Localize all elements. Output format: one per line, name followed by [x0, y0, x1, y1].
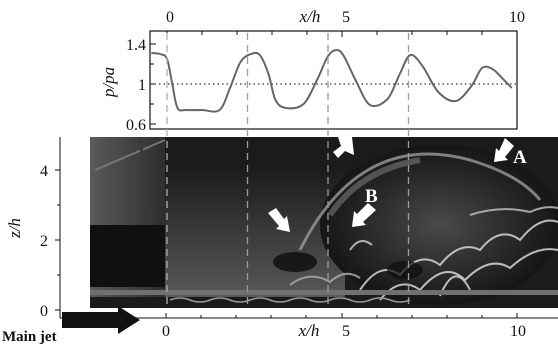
- top-x-axis-label: x/h: [299, 7, 321, 26]
- arrow-A: [494, 138, 514, 162]
- photo-strut: [94, 139, 166, 171]
- top-x-tick-0: 0: [166, 9, 174, 26]
- bottom-x-tick-5: 5: [342, 323, 350, 340]
- photo-vortex-2: [387, 261, 423, 279]
- arrow-left: [268, 208, 290, 232]
- top-x-tick-10: 10: [509, 9, 525, 26]
- annotation-B: B: [365, 186, 378, 207]
- main-jet-indicator: Main jet: [2, 306, 140, 345]
- top-x-tick-5: 5: [342, 9, 350, 26]
- photo-strut-2: [138, 136, 152, 226]
- z-tick-0: 0: [40, 303, 48, 320]
- top-x-ticks: [166, 31, 518, 37]
- z-tick-4: 4: [40, 163, 48, 180]
- photo-shear-layer: [327, 157, 421, 217]
- photo-left-axis: 4 2 0 z/h: [5, 137, 61, 320]
- y-axis-label: p/pa: [99, 67, 118, 98]
- photo-upstream-dark-block: [90, 225, 165, 287]
- flow-photograph: A B: [90, 33, 558, 308]
- y-tick-0.6: 0.6: [126, 117, 146, 134]
- z-tick-2: 2: [40, 233, 48, 250]
- annotation-A: A: [513, 147, 527, 168]
- main-jet-arrow: [62, 306, 140, 334]
- pressure-plot: 0 x/h 5 10 1.4 1 0.6: [99, 7, 525, 134]
- photo-bottom-axis: 0 x/h 5 10: [60, 313, 558, 340]
- photo-wall-pattern: [169, 297, 411, 303]
- annotation-arrows: [268, 137, 514, 232]
- photo-vortex: [273, 252, 317, 272]
- main-jet-label: Main jet: [2, 329, 57, 345]
- station-dashed-lines: [166, 33, 410, 306]
- bottom-x-tick-10: 10: [510, 323, 526, 340]
- bottom-x-tick-0: 0: [162, 323, 170, 340]
- bottom-x-axis-label: x/h: [298, 321, 320, 340]
- pressure-series-line: [151, 48, 513, 113]
- arrow-unlabeled-top: [333, 137, 354, 158]
- plot-frame: [149, 30, 518, 130]
- y-tick-1: 1: [138, 77, 146, 94]
- y-tick-1.4: 1.4: [126, 37, 146, 54]
- arrow-B: [352, 203, 376, 227]
- photo-dome-outline: [298, 152, 542, 251]
- photo-wall-strip: [90, 290, 558, 295]
- z-axis-label: z/h: [5, 218, 24, 239]
- photo-dome: [320, 145, 558, 305]
